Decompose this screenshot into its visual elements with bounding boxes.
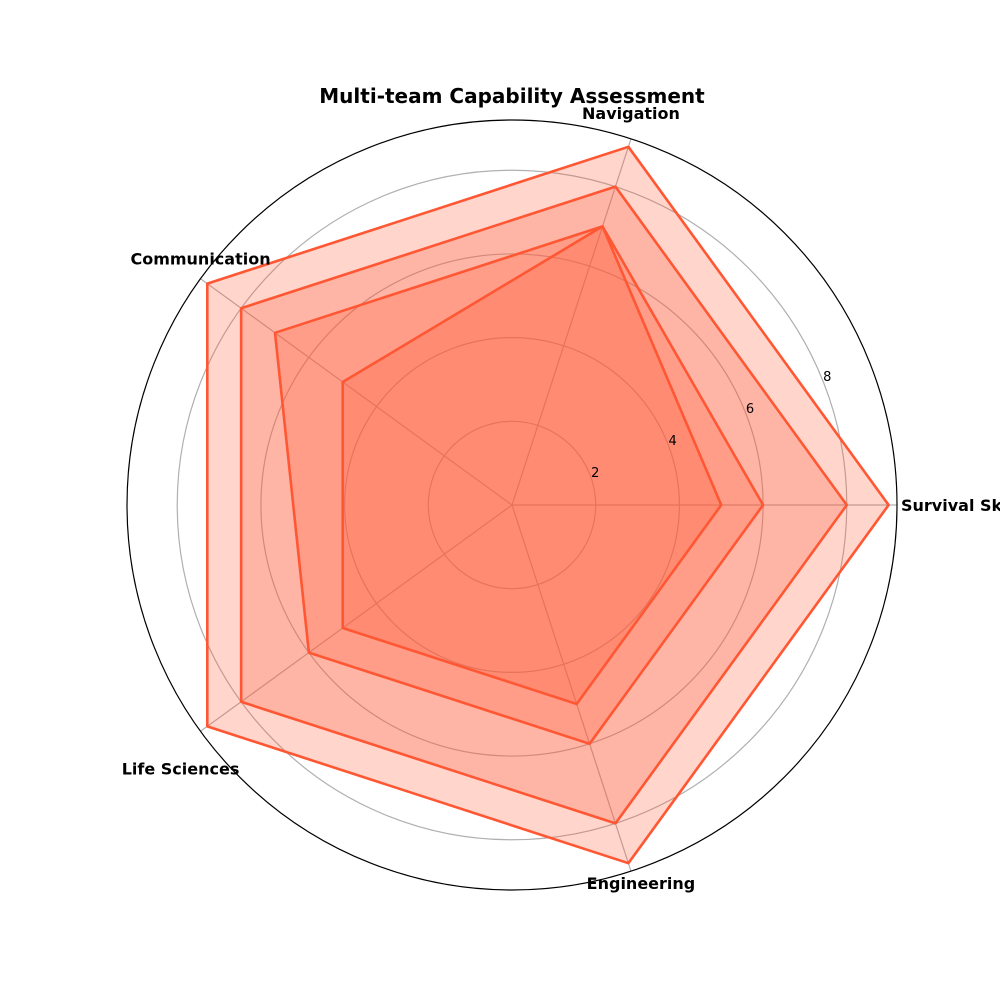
label-layer: 2 4 6 8 Survival Skills Navigation Communicati… [122,104,1000,893]
axis-label-communication: Communication [130,250,270,269]
axis-label-engineering: Engineering [587,874,696,893]
series-polygon [239,185,849,825]
series-layer [206,145,890,865]
axis-label-navigation: Navigation [582,104,680,123]
grid-layer [126,119,898,891]
series-polygon [341,225,723,706]
spoke-line [200,504,513,732]
chart-title: Multi-team Capability Assessment [319,84,705,108]
r-tick-label: 2 [591,466,599,481]
r-tick-label: 8 [823,370,831,385]
polar-frame [126,119,898,891]
series-polygon [206,145,890,865]
axis-label-survival-skills: Survival Skills [901,496,1000,515]
r-tick-label: 6 [746,402,754,417]
spoke-line [511,504,632,872]
r-tick-label: 4 [669,434,677,449]
axis-label-life-sciences: Life Sciences [122,759,240,778]
spoke-line [200,278,513,506]
spoke-line [511,138,632,506]
